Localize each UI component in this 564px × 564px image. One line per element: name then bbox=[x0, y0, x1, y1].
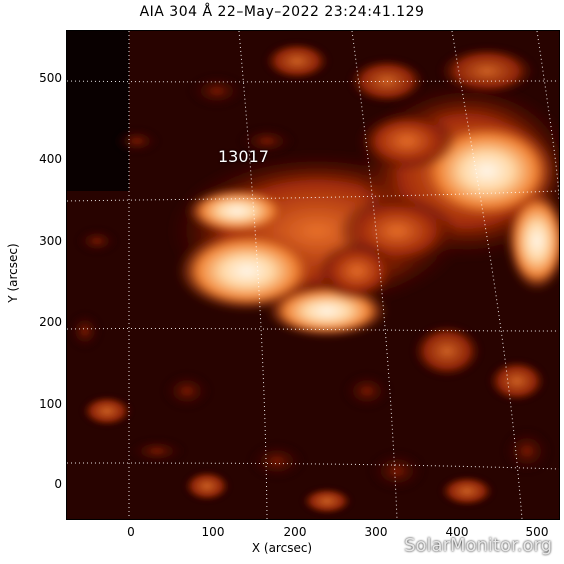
solar-image-panel bbox=[66, 30, 560, 520]
y-tick-label: 300 bbox=[39, 234, 62, 248]
y-tick-label: 400 bbox=[39, 152, 62, 166]
x-tick-label: 0 bbox=[127, 525, 135, 539]
x-tick-label: 100 bbox=[201, 525, 225, 539]
x-tick-label: 500 bbox=[525, 525, 549, 539]
image-title: AIA 304 Å 22–May–2022 23:24:41.129 bbox=[139, 4, 425, 20]
y-tick-label: 500 bbox=[39, 71, 62, 85]
solar-image bbox=[67, 31, 559, 519]
y-tick-label: 200 bbox=[39, 315, 62, 329]
x-tick-label: 200 bbox=[283, 525, 307, 539]
x-axis-label: X (arcsec) bbox=[251, 541, 313, 555]
y-axis-label: Y (arcsec) bbox=[6, 243, 20, 303]
y-tick-label: 0 bbox=[54, 477, 62, 491]
x-tick-label: 400 bbox=[445, 525, 469, 539]
active-region-label: 13017 bbox=[218, 147, 269, 166]
solarmonitor-watermark: SolarMonitor.org bbox=[404, 535, 552, 556]
y-tick-label: 100 bbox=[39, 397, 62, 411]
x-tick-label: 300 bbox=[364, 525, 388, 539]
